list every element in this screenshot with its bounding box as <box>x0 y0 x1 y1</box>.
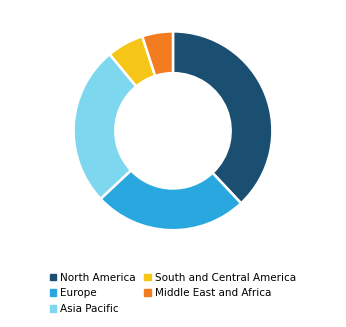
Wedge shape <box>173 31 272 203</box>
Wedge shape <box>110 36 155 86</box>
Legend: North America, Europe, Asia Pacific, South and Central America, Middle East and : North America, Europe, Asia Pacific, Sou… <box>50 273 296 314</box>
Wedge shape <box>142 31 173 76</box>
Wedge shape <box>74 54 136 199</box>
Wedge shape <box>101 170 241 230</box>
